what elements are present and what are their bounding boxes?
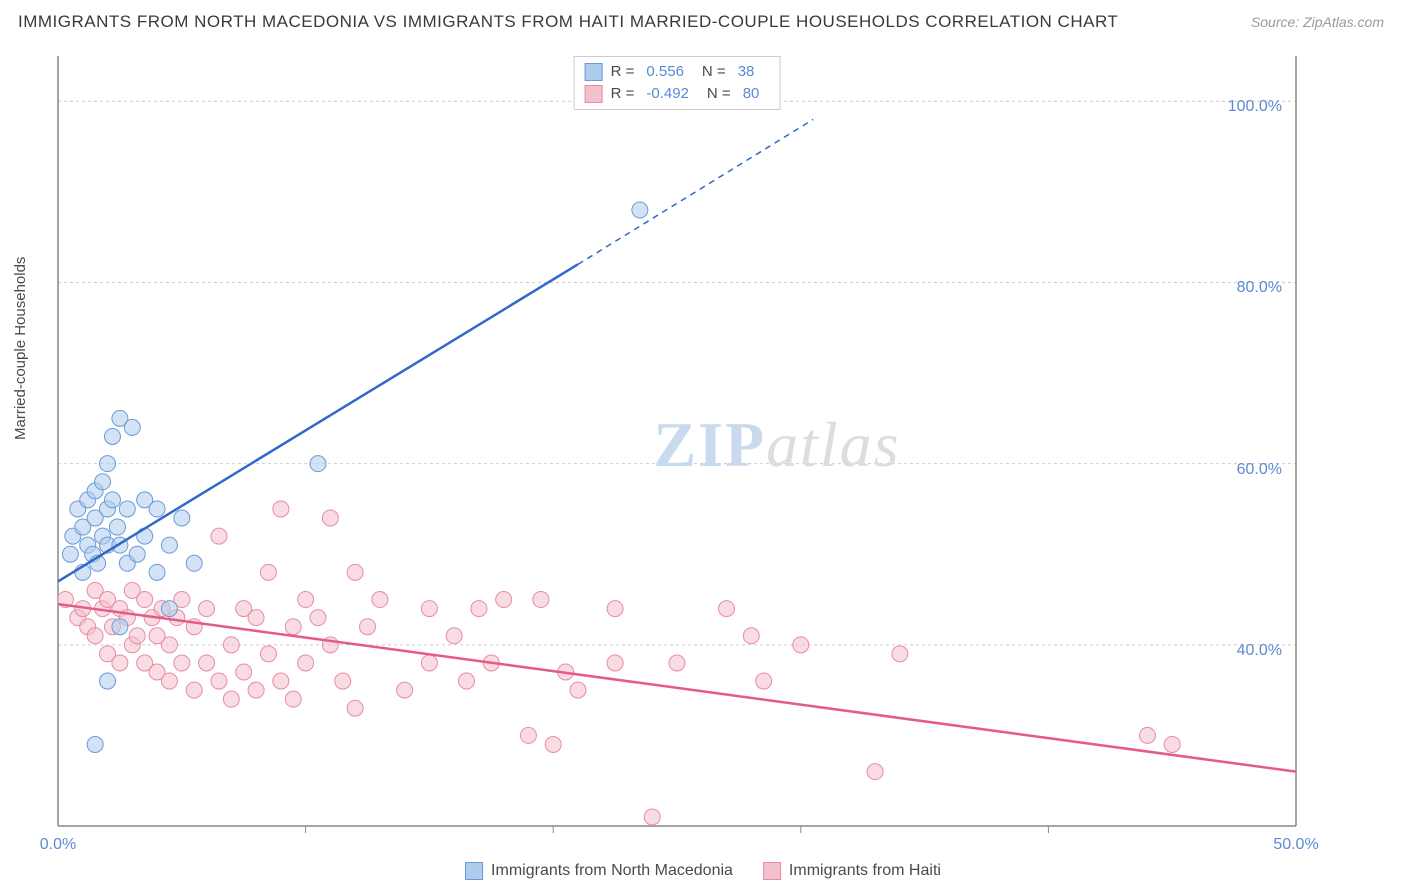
legend-swatch-2 (585, 85, 603, 103)
legend-swatch-1 (585, 63, 603, 81)
bottom-legend-label-1: Immigrants from North Macedonia (491, 862, 733, 880)
legend-n-value-1: 38 (738, 61, 755, 83)
ytick-label: 80.0% (1237, 279, 1282, 297)
scatter-chart-svg (52, 50, 1302, 840)
ytick-label: 40.0% (1237, 642, 1282, 660)
legend-n-label-2: N = (707, 83, 731, 105)
legend-n-value-2: 80 (743, 83, 760, 105)
legend-r-label-1: R = (611, 61, 635, 83)
chart-area: R = 0.556 N = 38 R = -0.492 N = 80 ZIPat… (52, 50, 1302, 840)
legend-r-value-1: 0.556 (646, 61, 684, 83)
correlation-legend: R = 0.556 N = 38 R = -0.492 N = 80 (574, 56, 781, 110)
ytick-label: 100.0% (1228, 98, 1282, 116)
bottom-swatch-2 (763, 862, 781, 880)
bottom-legend-item-2: Immigrants from Haiti (763, 862, 941, 880)
legend-row-1: R = 0.556 N = 38 (585, 61, 770, 83)
bottom-swatch-1 (465, 862, 483, 880)
bottom-legend-item-1: Immigrants from North Macedonia (465, 862, 733, 880)
legend-n-label-1: N = (702, 61, 726, 83)
legend-r-value-2: -0.492 (646, 83, 689, 105)
bottom-legend-label-2: Immigrants from Haiti (789, 862, 941, 880)
xtick-label: 0.0% (40, 836, 76, 854)
ytick-label: 60.0% (1237, 461, 1282, 479)
xtick-label: 50.0% (1273, 836, 1318, 854)
bottom-legend: Immigrants from North Macedonia Immigran… (465, 862, 941, 880)
y-axis-label: Married-couple Households (12, 257, 29, 440)
legend-row-2: R = -0.492 N = 80 (585, 83, 770, 105)
chart-title: IMMIGRANTS FROM NORTH MACEDONIA VS IMMIG… (18, 12, 1118, 32)
legend-r-label-2: R = (611, 83, 635, 105)
source-attribution: Source: ZipAtlas.com (1251, 14, 1384, 30)
